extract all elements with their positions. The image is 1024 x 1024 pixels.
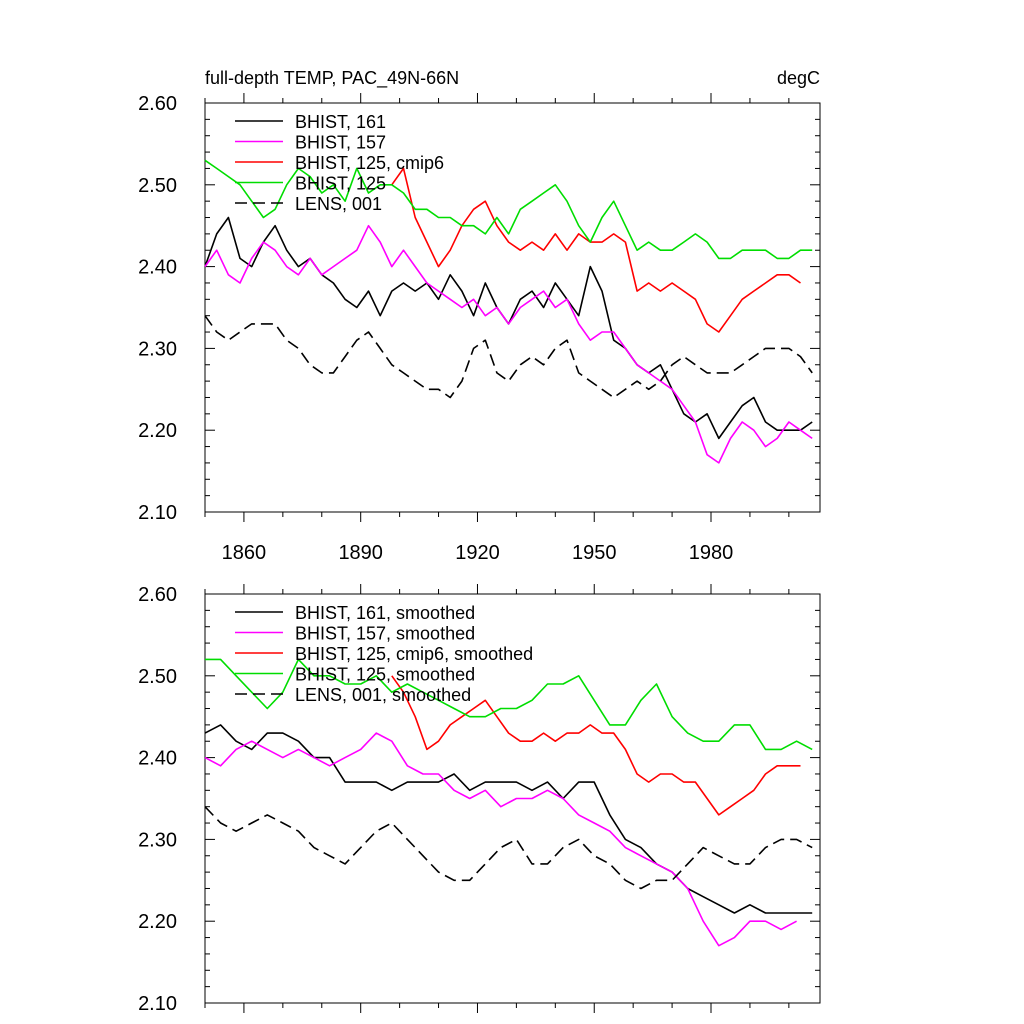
legend-label: BHIST, 157 [295, 133, 386, 153]
y-tick-label: 2.10 [138, 993, 177, 1015]
legend-label: BHIST, 157, smoothed [295, 624, 475, 644]
series-line [204, 159, 813, 260]
legend-label: LENS, 001, smoothed [295, 685, 471, 705]
legend-label: BHIST, 161, smoothed [295, 603, 475, 623]
series-line [204, 732, 797, 947]
legend-label: BHIST, 161 [295, 112, 386, 132]
legend-label: BHIST, 125 [295, 174, 386, 194]
smoothed-series-panel: 2.10 2.20 2.30 2.40 2.50 2.60 BHIST, 161, smoo… [138, 584, 821, 1015]
raw-series-panel: 2.10 2.20 2.30 2.40 2.50 2.60 1860 1890 1920 1950… [138, 93, 821, 564]
y-tick-label: 2.30 [138, 338, 177, 360]
plot-frame [204, 593, 821, 1004]
y-tick-label: 2.60 [138, 93, 177, 115]
series-line [204, 724, 813, 914]
y-tick-label: 2.20 [138, 420, 177, 442]
legend-label: BHIST, 125, smoothed [295, 665, 475, 685]
series-line [204, 224, 813, 464]
x-tick-label: 1860 [222, 542, 267, 564]
legend-label: BHIST, 125, cmip6 [295, 153, 444, 173]
legend-label: LENS, 001 [295, 194, 382, 214]
x-tick-label: 1950 [572, 542, 617, 564]
series-line [391, 167, 801, 333]
series-line [205, 658, 813, 751]
legend-label: BHIST, 125, cmip6, smoothed [295, 644, 533, 664]
units-label: degC [777, 68, 820, 88]
y-tick-label: 2.60 [138, 584, 177, 606]
y-tick-label: 2.10 [138, 502, 177, 524]
chart-title: full-depth TEMP, PAC_49N-66N [205, 68, 459, 89]
y-tick-label: 2.50 [138, 175, 177, 197]
y-tick-label: 2.50 [138, 666, 177, 688]
y-tick-label: 2.40 [138, 748, 177, 770]
x-tick-label: 1980 [689, 542, 734, 564]
plot-frame [204, 102, 821, 513]
y-tick-label: 2.20 [138, 911, 177, 933]
series-line [204, 806, 813, 890]
series-line [204, 315, 813, 399]
y-tick-label: 2.30 [138, 829, 177, 851]
y-tick-label: 2.40 [138, 257, 177, 279]
x-tick-label: 1890 [338, 542, 383, 564]
series-line [391, 675, 801, 816]
x-tick-label: 1920 [455, 542, 500, 564]
